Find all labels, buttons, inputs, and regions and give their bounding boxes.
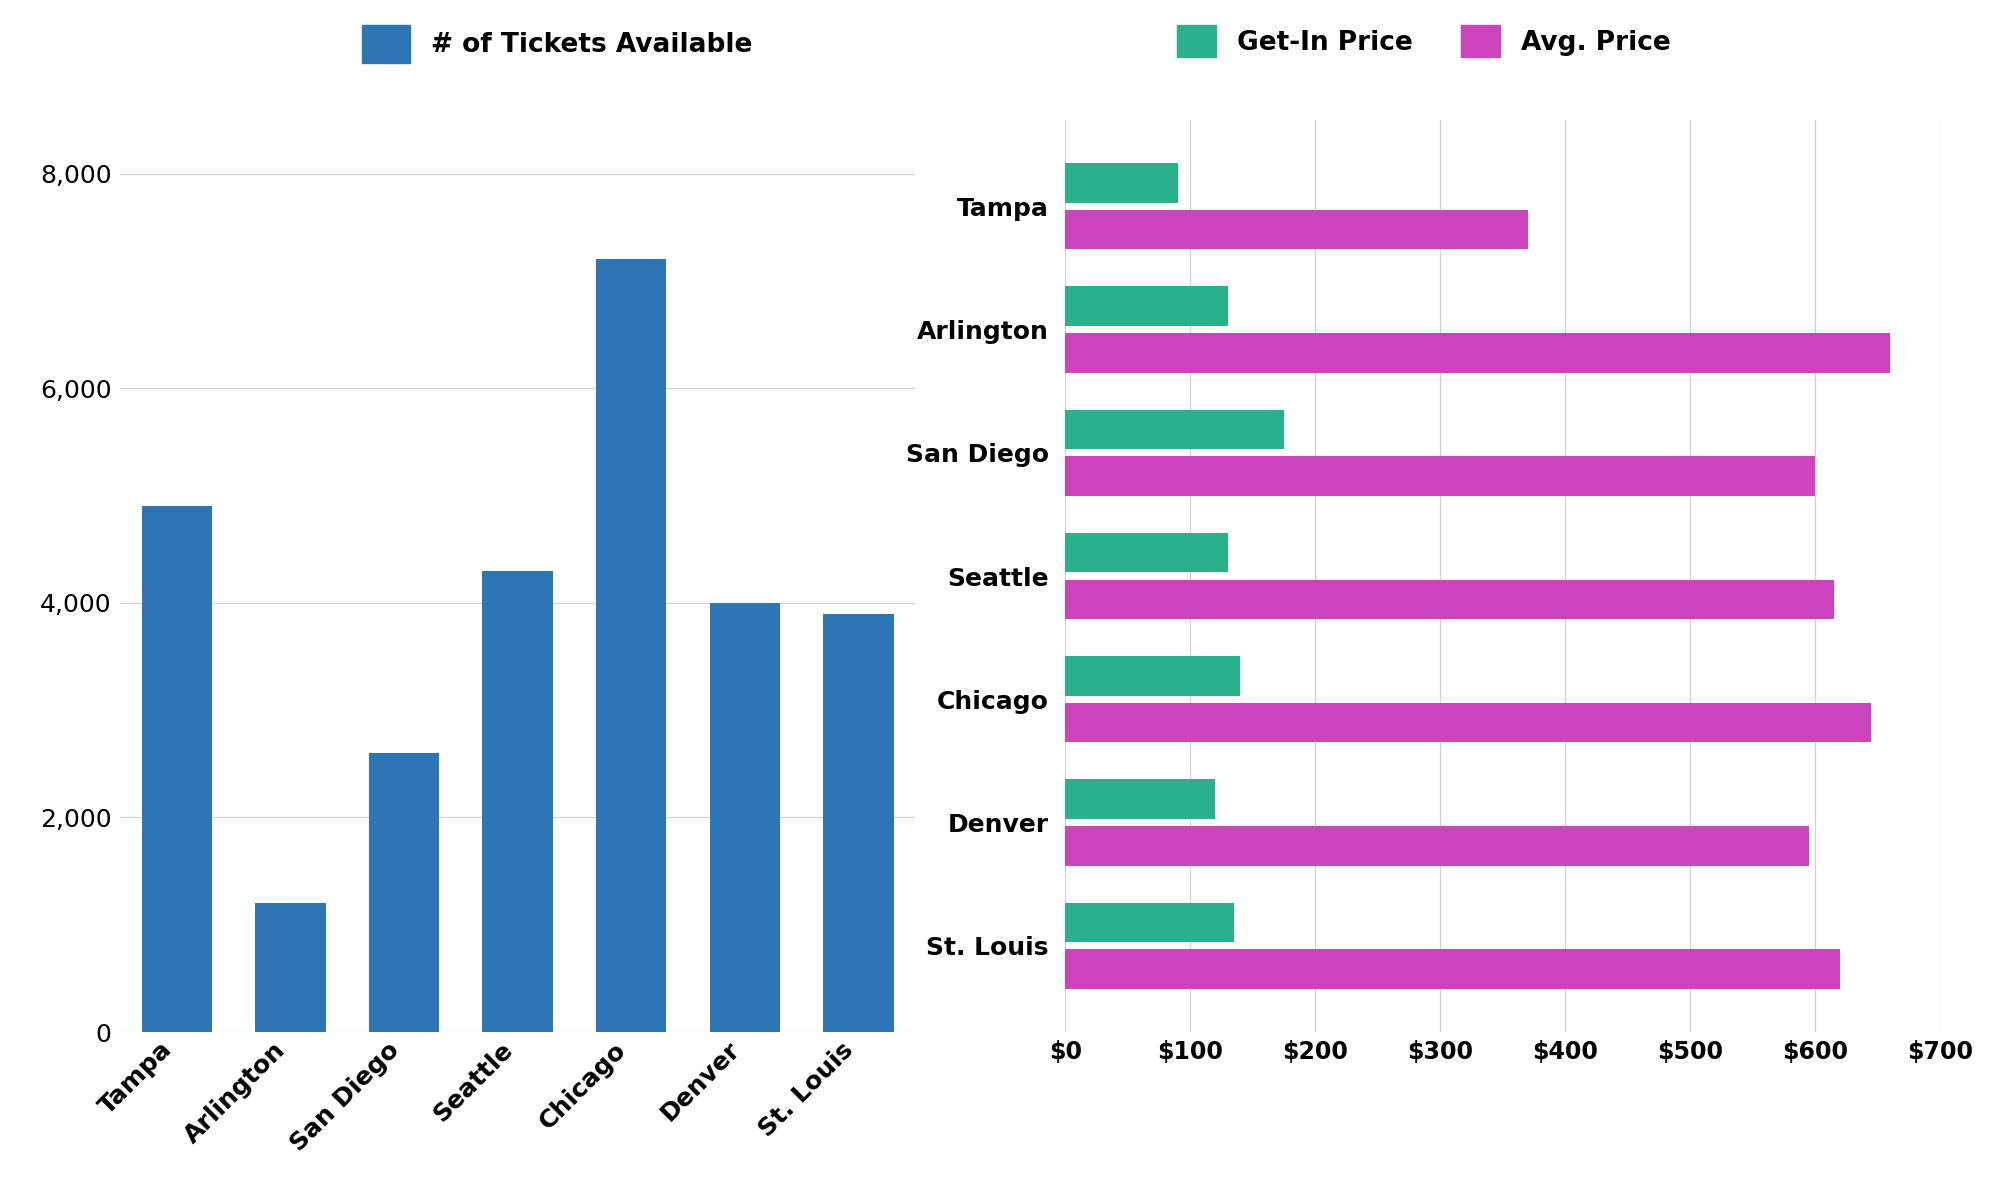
Bar (1066, 210, 1528, 250)
Legend: # of Tickets Available: # of Tickets Available (352, 14, 762, 73)
Bar (482, 571, 552, 1032)
Bar (1066, 533, 1228, 572)
Legend: Get-In Price, Avg. Price: Get-In Price, Avg. Price (1166, 14, 1682, 68)
Bar (1066, 334, 1890, 373)
Bar (596, 259, 666, 1032)
Bar (1066, 902, 1234, 942)
Bar (1066, 826, 1808, 865)
Bar (256, 904, 326, 1032)
Bar (368, 754, 440, 1032)
Bar (1066, 409, 1284, 449)
Bar (710, 602, 780, 1032)
Bar (1066, 580, 1834, 619)
Bar (142, 506, 212, 1032)
Bar (1066, 163, 1178, 203)
Bar (1066, 456, 1816, 496)
Bar (824, 613, 894, 1032)
Bar (1066, 287, 1228, 326)
Bar (1066, 779, 1216, 818)
Bar (1066, 703, 1872, 743)
Bar (1066, 656, 1240, 696)
Bar (1066, 949, 1840, 989)
